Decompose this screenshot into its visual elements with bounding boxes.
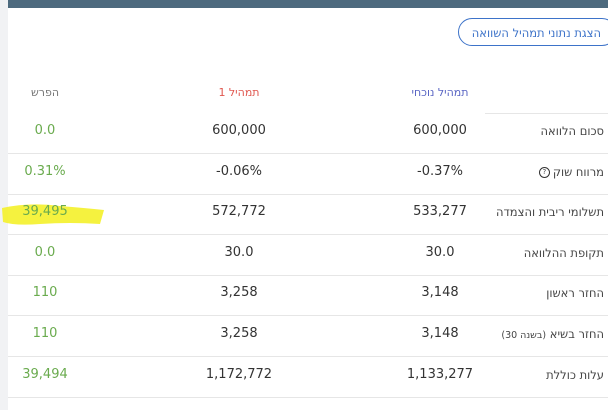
diff-value: 110	[32, 326, 58, 341]
header-separator	[485, 113, 608, 114]
mix1-value: 572,772	[212, 204, 266, 220]
current-value: 1,133,277	[406, 366, 474, 382]
mix1-value: 3,258	[220, 285, 258, 301]
current-value: 3,148	[421, 326, 459, 341]
row-note: (בשנה 30)	[501, 330, 547, 341]
highlight-stroke	[2, 204, 104, 225]
row-separator	[8, 356, 608, 357]
current-value: 600,000	[413, 123, 467, 138]
row-separator	[8, 234, 608, 236]
row-label-text: החזר ראשון	[546, 286, 604, 301]
highlight	[2, 204, 104, 225]
column-header: הפרש	[30, 86, 60, 99]
row-label-text: החזר בשיא	[549, 327, 604, 341]
diff-value: 39,494	[22, 366, 68, 382]
diff-value: 0.0	[34, 123, 56, 138]
compare-button[interactable]: הצגת נתוני תמהיל השוואה	[458, 18, 608, 46]
diff-value: 0.0	[34, 244, 56, 260]
diff-value: 39,495	[22, 204, 68, 220]
row-label: סכום הלוואה	[541, 121, 604, 141]
row-label-text: תקופת ההלוואה	[523, 245, 604, 260]
diff-value: 0.31%	[24, 163, 66, 179]
help-icon: ?	[538, 166, 550, 178]
mix1-value: 3,258	[220, 326, 258, 341]
row-label: תשלומי ריבית והצמדה	[496, 202, 604, 222]
diff-value: 110	[32, 285, 58, 301]
row-label-text: סכום הלוואה	[540, 124, 604, 138]
row-label: מרווח שוק?	[538, 162, 604, 182]
row-label: תקופת ההלוואה	[524, 243, 604, 263]
current-value: -0.37%	[417, 163, 463, 179]
row-label-text: עלות כוללת	[546, 367, 604, 382]
mix1-value: 1,172,772	[205, 366, 273, 382]
row-label: החזר ראשון	[546, 283, 604, 303]
current-value: 533,277	[413, 204, 467, 220]
row-separator	[8, 193, 608, 195]
current-value: 30.0	[425, 244, 455, 260]
row-separator	[8, 315, 608, 317]
row-label-text: תשלומי ריבית והצמדה	[496, 205, 604, 220]
row-label-text: מרווח שוק	[552, 164, 604, 179]
background-strip	[0, 0, 8, 410]
row-separator	[8, 396, 608, 398]
row-label: עלות כוללת	[546, 365, 604, 385]
row-separator	[8, 153, 608, 154]
row-separator	[8, 274, 608, 276]
column-header: תמהיל 1	[218, 86, 260, 99]
mix1-value: 30.0	[224, 244, 254, 260]
current-value: 3,148	[421, 285, 459, 301]
column-header: תמהיל נוכחי	[411, 86, 469, 99]
top-bar	[8, 0, 608, 8]
row-label: החזר בשיא (בשנה 30)	[501, 324, 604, 344]
mix1-value: -0.06%	[216, 163, 262, 179]
mix1-value: 600,000	[212, 123, 266, 138]
